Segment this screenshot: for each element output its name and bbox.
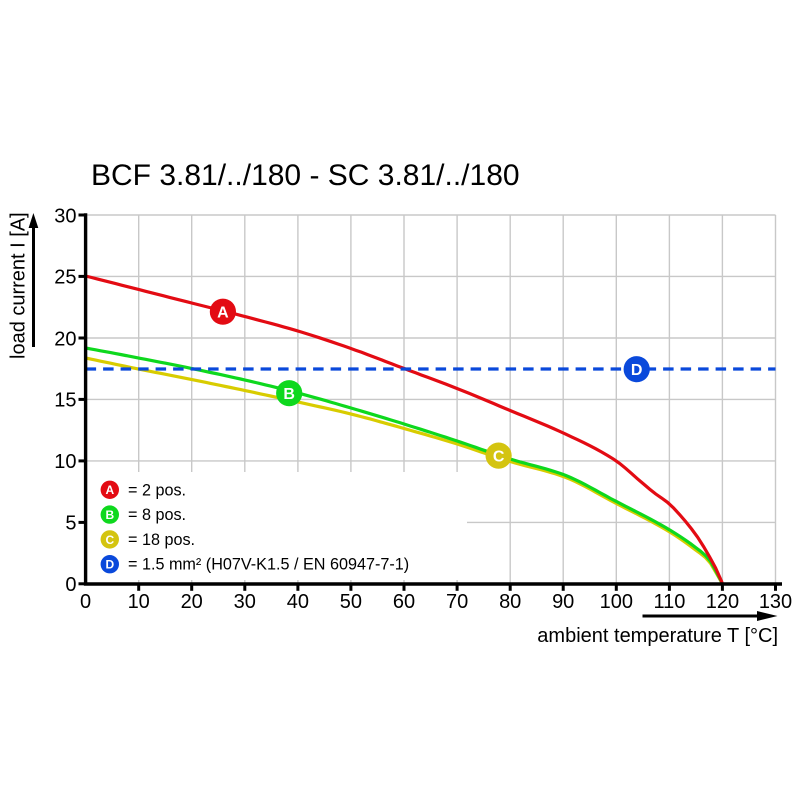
- svg-text:0: 0: [65, 574, 76, 596]
- svg-text:100: 100: [600, 591, 633, 613]
- svg-text:90: 90: [552, 591, 574, 613]
- svg-text:15: 15: [54, 390, 76, 412]
- svg-text:B: B: [283, 386, 295, 403]
- svg-text:70: 70: [446, 591, 468, 613]
- svg-text:C: C: [493, 448, 505, 465]
- svg-text:110: 110: [653, 591, 685, 613]
- svg-text:30: 30: [234, 591, 256, 613]
- svg-text:= 2 pos.: = 2 pos.: [128, 481, 186, 499]
- svg-text:10: 10: [54, 451, 76, 473]
- svg-text:20: 20: [54, 328, 76, 350]
- svg-text:50: 50: [340, 591, 362, 613]
- svg-text:D: D: [631, 362, 643, 379]
- svg-text:25: 25: [54, 267, 76, 289]
- svg-text:10: 10: [128, 591, 150, 613]
- svg-text:D: D: [105, 558, 114, 572]
- svg-text:C: C: [105, 533, 114, 547]
- svg-text:= 8 pos.: = 8 pos.: [128, 506, 186, 524]
- svg-text:30: 30: [54, 205, 76, 227]
- svg-text:ambient temperature T [°C]: ambient temperature T [°C]: [537, 625, 778, 647]
- svg-text:0: 0: [80, 591, 91, 613]
- svg-text:40: 40: [287, 591, 309, 613]
- svg-text:= 18 pos.: = 18 pos.: [128, 531, 195, 549]
- svg-text:130: 130: [759, 591, 792, 613]
- svg-text:20: 20: [181, 591, 203, 613]
- svg-text:BCF 3.81/../180 - SC 3.81/../1: BCF 3.81/../180 - SC 3.81/../180: [91, 159, 520, 192]
- svg-text:A: A: [105, 483, 114, 497]
- svg-text:80: 80: [499, 591, 521, 613]
- svg-text:5: 5: [65, 513, 76, 535]
- svg-text:A: A: [217, 305, 229, 322]
- svg-text:B: B: [105, 508, 114, 522]
- svg-text:load current I [A]: load current I [A]: [8, 212, 30, 359]
- svg-text:120: 120: [706, 591, 739, 613]
- svg-text:= 1.5 mm² (H07V-K1.5 / EN 6094: = 1.5 mm² (H07V-K1.5 / EN 60947-7-1): [128, 556, 409, 574]
- svg-text:60: 60: [393, 591, 415, 613]
